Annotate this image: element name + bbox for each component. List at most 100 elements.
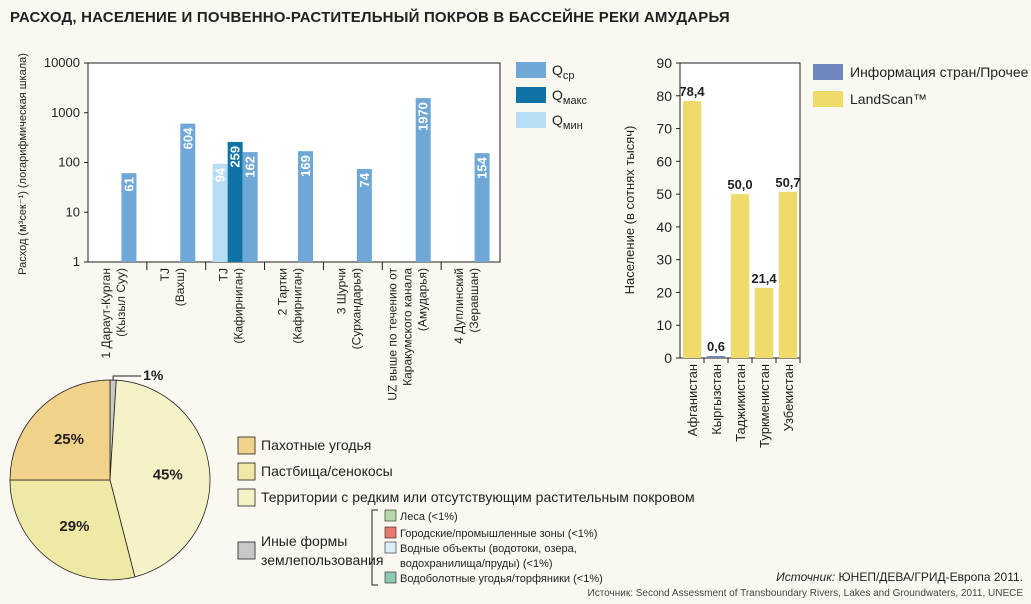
pie-slice-label: 1% xyxy=(143,367,164,383)
pie-slice-sparse xyxy=(109,379,211,578)
discharge-y-axis-label: Расход (м³сек⁻¹) (логарифмическая шкала) xyxy=(17,53,29,275)
population-bar-value: 50,7 xyxy=(775,175,800,190)
pie-legend-label: Пастбища/сенокосы xyxy=(261,463,393,479)
discharge-category-label: UZ выше по течению от Каракумского канала… xyxy=(386,268,430,401)
population-bar xyxy=(707,356,725,358)
discharge-bar-value: 94 xyxy=(213,167,228,182)
discharge-y-tick-label: 10 xyxy=(66,204,80,219)
discharge-bar-q_avg xyxy=(474,153,490,262)
discharge-category-label: 2 Тартки (Кафирниган) xyxy=(276,268,305,344)
sub-legend-bracket xyxy=(371,509,378,586)
population-y-tick-label: 80 xyxy=(656,88,672,104)
discharge-category-line: TJ xyxy=(158,268,172,281)
discharge-category-line: (Вахш) xyxy=(173,268,187,306)
discharge-category-label: 3 Шурчи (Сурхандарья) xyxy=(334,268,363,349)
population-y-tick-label: 10 xyxy=(656,317,672,333)
discharge-category-line: Каракумского канала xyxy=(401,268,415,386)
discharge-bar-value: 259 xyxy=(228,146,243,168)
population-bar-value: 50,0 xyxy=(727,177,752,192)
page-title: РАСХОД, НАСЕЛЕНИЕ И ПОЧВЕННО-РАСТИТЕЛЬНЫ… xyxy=(10,9,730,26)
sub-legend-label: водохранилища/пруды) (<1%) xyxy=(400,558,553,570)
pie-legend-swatch-arable xyxy=(237,436,256,455)
population-y-tick-label: 70 xyxy=(656,121,672,137)
sub-legend-label: Водные объекты (водотоки, озера, xyxy=(400,543,577,555)
population-y-tick-label: 30 xyxy=(656,252,672,268)
discharge-legend-subscript: ср xyxy=(563,70,575,82)
source-credit: Источник: ЮНЕП/ДЕВА/ГРИД-Европа 2011. xyxy=(776,570,1023,584)
discharge-bar-q_avg xyxy=(415,98,431,262)
pie-slice-label: 45% xyxy=(153,467,183,484)
pie-legend-swatch-pasture xyxy=(237,462,256,481)
discharge-bar-value: 169 xyxy=(298,155,313,177)
population-bar-value: 0,6 xyxy=(707,339,725,354)
population-y-axis-label: Население (в сотнях тысяч) xyxy=(622,126,637,295)
population-y-tick-label: 60 xyxy=(656,153,672,169)
discharge-y-tick-label: 1000 xyxy=(51,105,80,120)
pie-legend-label: Территории с редким или отсутствующим ра… xyxy=(261,489,695,505)
discharge-category-line: (Кызыл Суу) xyxy=(114,268,128,337)
discharge-y-tick-label: 100 xyxy=(58,155,80,170)
pie-callout-line xyxy=(112,375,142,381)
discharge-bar-value: 1970 xyxy=(416,102,431,131)
discharge-bar-q_avg xyxy=(298,151,313,262)
discharge-bar-value: 162 xyxy=(243,156,258,178)
population-y-tick-label: 50 xyxy=(656,186,672,202)
population-category-label: Кыргызстан xyxy=(709,364,724,435)
discharge-category-line: (Кафирниган) xyxy=(232,268,246,344)
source-prefix: Источник: xyxy=(776,570,836,584)
pie-slice-label: 25% xyxy=(54,431,84,448)
discharge-category-line: UZ выше по течению от xyxy=(386,268,400,401)
discharge-legend-swatch xyxy=(516,112,546,128)
source-text: ЮНЕП/ДЕВА/ГРИД-Европа 2011. xyxy=(835,570,1023,584)
discharge-legend-label: Qмакс xyxy=(552,87,588,107)
population-legend-swatch xyxy=(813,91,843,107)
discharge-bar-value: 604 xyxy=(180,127,195,149)
population-category-label: Узбекистан xyxy=(781,364,796,432)
population-legend-swatch xyxy=(813,64,843,80)
discharge-y-tick-label: 1 xyxy=(73,254,80,269)
population-bar xyxy=(731,194,749,358)
pie-legend-label: Пахотные угодья xyxy=(261,437,371,453)
discharge-bar-q_max xyxy=(227,141,243,262)
pie-legend-swatch-sparse xyxy=(237,488,256,507)
population-y-tick-label: 20 xyxy=(656,284,672,300)
pie-legend-label: Иные формы xyxy=(261,533,347,549)
discharge-category-line: 1 Дараут-Курган xyxy=(99,268,113,358)
population-category-label: Таджикистан xyxy=(733,364,748,442)
pie-slice-pasture xyxy=(9,479,136,581)
discharge-category-line: (Сурхандарья) xyxy=(349,268,363,349)
discharge-legend-subscript: макс xyxy=(563,95,588,107)
discharge-legend-swatch xyxy=(516,62,546,78)
discharge-bar-value: 74 xyxy=(357,172,372,187)
sub-legend-swatch-forest xyxy=(384,509,397,522)
population-bar-value: 78,4 xyxy=(679,84,705,99)
discharge-y-tick-label: 10000 xyxy=(44,55,80,70)
discharge-bar-q_min xyxy=(212,163,228,262)
discharge-category-line: 2 Тартки xyxy=(276,268,290,315)
population-bar xyxy=(755,287,773,358)
source-reference: Источник: Second Assessment of Transboun… xyxy=(587,588,1023,599)
pie-legend-swatch-other xyxy=(237,541,256,560)
discharge-category-label: TJ (Кафирниган) xyxy=(217,268,246,344)
population-y-tick-label: 40 xyxy=(656,219,672,235)
discharge-bar-q_avg xyxy=(121,173,137,262)
discharge-legend-swatch xyxy=(516,87,546,103)
discharge-bar-q_avg xyxy=(180,123,196,263)
population-bar xyxy=(779,191,797,358)
pie-legend-label: землепользования xyxy=(261,552,383,568)
discharge-category-label: 1 Дараут-Курган (Кызыл Суу) xyxy=(99,268,128,358)
discharge-category-line: (Амударья) xyxy=(416,268,430,331)
population-legend-label: LandScan™ xyxy=(850,91,927,107)
discharge-category-label: 4 Дуплинский (Зеравшан) xyxy=(452,268,481,344)
discharge-category-line: TJ xyxy=(217,268,231,281)
discharge-category-line: (Зеравшан) xyxy=(467,268,481,333)
discharge-bar-q_avg xyxy=(242,152,258,262)
sub-legend-label: Городские/промышленные зоны (<1%) xyxy=(400,528,597,540)
discharge-bar-value: 154 xyxy=(475,156,490,178)
population-bar-value: 21,4 xyxy=(751,271,777,286)
discharge-category-line: (Кафирниган) xyxy=(291,268,305,344)
sub-legend-swatch-wetland xyxy=(384,571,397,584)
population-y-tick-label: 0 xyxy=(664,350,672,366)
population-category-label: Афганистан xyxy=(685,364,700,436)
